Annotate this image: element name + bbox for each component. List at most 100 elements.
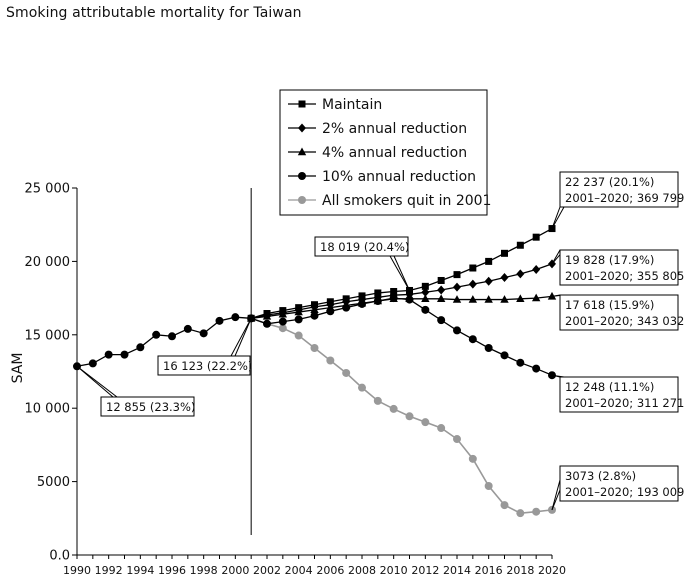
ten-pct-point — [294, 315, 303, 324]
maintain-point — [516, 241, 524, 249]
x-tick-label: 2002 — [253, 564, 281, 577]
annotation-box — [559, 294, 679, 331]
all-quit-point — [516, 509, 525, 518]
x-tick-label: 1992 — [95, 564, 123, 577]
four-pct-point — [516, 294, 525, 303]
history-point — [120, 350, 129, 359]
legend-label: 4% annual reduction — [322, 145, 467, 161]
x-tick-label: 2014 — [443, 564, 471, 577]
all-quit-point — [342, 368, 351, 377]
legend-label: 10% annual reduction — [322, 169, 476, 185]
all-quit-point — [358, 383, 366, 392]
all-quit-point — [453, 435, 461, 444]
all-quit-point — [278, 324, 287, 333]
history-point — [104, 350, 113, 359]
maintain-point — [453, 271, 461, 279]
two-pct-point — [468, 279, 477, 289]
annotation-pointer — [551, 206, 565, 229]
four-pct-point — [547, 291, 557, 300]
annotation-pointer — [551, 249, 561, 265]
history-point — [231, 313, 240, 322]
legend-swatch-marker — [297, 147, 307, 156]
annotation-box — [157, 355, 251, 376]
two-pct-point — [421, 287, 430, 297]
annotation-pointer — [234, 318, 252, 357]
annotation-pointer — [551, 479, 561, 511]
history-point — [215, 316, 224, 325]
four-pct-line — [251, 295, 553, 319]
x-tick-label: 2000 — [221, 564, 249, 577]
annotation-two-pct-end: 19 828 (17.9%) 2001–2020; 355 805 — [551, 249, 684, 286]
ten-pct-point — [500, 351, 509, 360]
all-quit-point — [421, 418, 430, 427]
maintain-point — [532, 233, 540, 241]
annotation-text: 22 237 (20.1%) — [565, 175, 654, 189]
maintain-point — [342, 295, 350, 303]
all-quit-line — [250, 317, 553, 514]
x-tick-label: 2016 — [475, 564, 503, 577]
history-point — [199, 329, 208, 338]
all-quit-point — [437, 424, 446, 433]
all-quit-point — [500, 501, 509, 510]
y-tick-label: 20 000 — [25, 255, 71, 270]
maintain-point — [501, 249, 508, 257]
legend-label: Maintain — [322, 97, 382, 113]
maintain-point — [374, 289, 382, 297]
annotation-text: 2001–2020; 355 805 — [565, 269, 684, 283]
annotation-pointer — [393, 255, 410, 291]
two-pct-point — [500, 273, 509, 283]
ten-pct-point — [278, 317, 287, 326]
x-tick-label: 2012 — [411, 564, 439, 577]
four-pct-point — [468, 295, 478, 303]
two-pct-point — [532, 264, 541, 274]
y-tick-label: 5000 — [37, 475, 70, 490]
annotation-text: 19 828 (17.9%) — [565, 253, 654, 267]
ten-pct-point — [453, 326, 461, 335]
four-pct-point — [421, 294, 430, 303]
y-axis-label: SAM — [10, 353, 26, 384]
chart-title: Smoking attributable mortality for Taiwa… — [6, 5, 302, 21]
all-quit-point — [532, 507, 541, 516]
annotation-text: 17 618 (15.9%) — [565, 298, 654, 312]
two-pct-point — [437, 285, 446, 295]
all-quit-point — [310, 344, 319, 353]
maintain-point — [295, 304, 303, 312]
annotation-box — [559, 249, 679, 286]
all-quit-point — [373, 396, 382, 405]
annotation-pointer — [76, 365, 118, 398]
four-pct-point — [484, 295, 493, 303]
annotation-pointer — [551, 206, 561, 229]
four-pct-point — [436, 294, 446, 303]
all-quit-point — [405, 412, 414, 421]
legend-label: 2% annual reduction — [322, 121, 467, 137]
legend-label: All smokers quit in 2001 — [322, 193, 491, 209]
legend-item: Maintain — [288, 97, 382, 113]
ten-pct-point — [263, 319, 271, 328]
annotation-text: 2001–2020; 193 009 — [565, 485, 684, 499]
four-pct-point — [531, 293, 541, 302]
legend-item: 2% annual reduction — [288, 121, 467, 137]
annotation-text: 16 123 (22.2%) — [163, 359, 252, 373]
history-point — [152, 330, 161, 339]
maintain-point — [390, 287, 398, 295]
history-point — [168, 332, 176, 341]
annotation-four-pct-end: 17 618 (15.9%) 2001–2020; 343 032 — [551, 294, 684, 331]
ten-pct-point — [468, 335, 477, 344]
x-tick-label: 2020 — [538, 564, 566, 577]
annotation-text: 2001–2020; 343 032 — [565, 314, 684, 328]
two-pct-point — [516, 269, 525, 279]
annotation-ten-pct-end: 12 248 (11.1%) 2001–2020; 311 271 — [551, 374, 684, 413]
maintain-point — [263, 310, 271, 318]
maintain-point — [485, 257, 493, 265]
maintain-point — [358, 292, 366, 300]
four-pct-point — [452, 295, 462, 303]
legend-swatch-marker — [298, 196, 306, 204]
ten-pct-point — [437, 316, 446, 325]
all-quit-point — [326, 356, 335, 365]
annotation-peak: 18 019 (20.4%) — [314, 236, 410, 291]
all-quit-point — [294, 331, 303, 340]
ten-pct-point — [484, 344, 493, 353]
x-tick-label: 2004 — [285, 564, 313, 577]
history-point — [183, 324, 192, 333]
